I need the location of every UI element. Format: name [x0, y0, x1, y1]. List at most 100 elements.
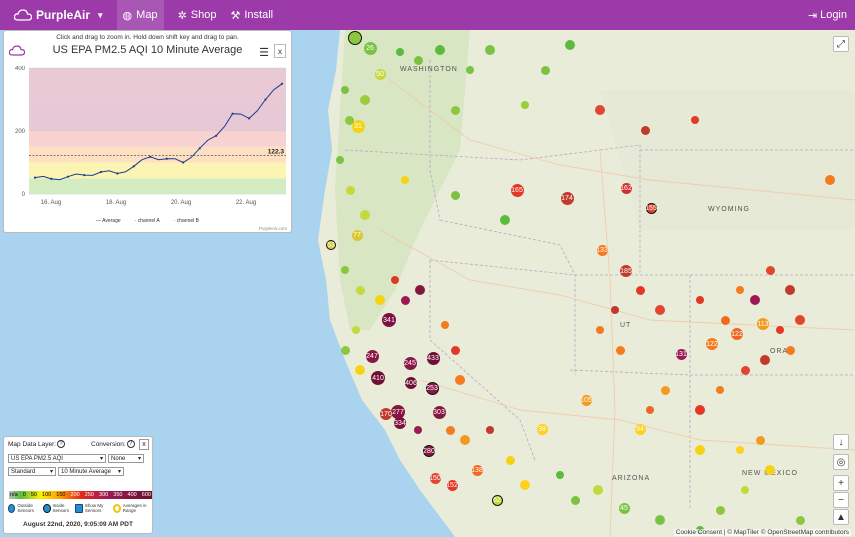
sensor-marker[interactable] [615, 345, 625, 355]
brand-logo[interactable]: PurpleAir ▾ [14, 8, 103, 22]
sensor-marker[interactable] [696, 296, 704, 304]
sensor-marker[interactable]: 50 [374, 68, 386, 80]
sensor-marker[interactable]: 174 [560, 191, 574, 205]
help-icon[interactable]: ? [57, 440, 66, 448]
sensor-marker[interactable] [360, 210, 370, 220]
sensor-marker[interactable] [466, 66, 474, 74]
legend-channel-b[interactable]: · channel B [173, 218, 199, 224]
sensor-marker[interactable]: 406 [405, 377, 417, 389]
sensor-marker[interactable]: 38 [536, 423, 548, 435]
legend-average[interactable]: — Average [95, 218, 121, 224]
sensor-marker[interactable] [795, 315, 805, 325]
sensor-marker[interactable] [785, 345, 795, 355]
sensor-marker[interactable]: 170 [380, 408, 392, 420]
sensor-marker[interactable]: 152 [446, 479, 458, 491]
sensor-marker[interactable] [348, 31, 362, 45]
hamburger-menu-icon[interactable]: ☰ [259, 47, 269, 59]
legend-channel-a[interactable]: · channel A [134, 218, 160, 224]
average-series-point[interactable] [83, 174, 86, 177]
sensor-marker[interactable] [715, 505, 725, 515]
sensor-marker[interactable]: 165 [510, 183, 524, 197]
style-select[interactable]: Standard ▾ [8, 467, 56, 476]
sensor-marker[interactable] [660, 385, 670, 395]
average-series-point[interactable] [50, 177, 53, 180]
sensor-marker[interactable]: 31 [351, 119, 365, 133]
sensor-marker[interactable] [375, 295, 385, 305]
sensor-marker[interactable]: 280 [423, 445, 435, 457]
map-attribution[interactable]: Cookie Consent | © MapTiler © OpenStreet… [673, 529, 851, 536]
sensor-marker[interactable] [640, 125, 650, 135]
average-series-point[interactable] [182, 161, 185, 164]
nav-map[interactable]: ◍ Map [116, 0, 164, 30]
sensor-marker[interactable] [635, 285, 645, 295]
sensor-marker[interactable] [765, 265, 775, 275]
average-series-point[interactable] [99, 170, 102, 174]
average-series-point[interactable] [264, 98, 267, 101]
average-series-point[interactable] [149, 155, 152, 158]
sensor-marker[interactable] [795, 515, 805, 525]
sensor-marker[interactable]: 253 [425, 381, 439, 395]
sensor-marker[interactable]: 138 [471, 464, 483, 476]
sensor-marker[interactable]: 94 [634, 423, 646, 435]
sensor-marker[interactable]: 410 [371, 371, 385, 385]
average-series-point[interactable] [116, 172, 119, 175]
sensor-marker[interactable] [505, 455, 515, 465]
chart-close-button[interactable]: x [274, 44, 286, 58]
sensor-marker[interactable] [521, 101, 529, 109]
sensor-marker[interactable] [565, 40, 575, 50]
sensor-marker[interactable] [695, 405, 705, 415]
sensor-marker[interactable]: 131 [675, 348, 687, 360]
sensor-marker[interactable] [352, 326, 360, 334]
sensor-marker[interactable]: 62 [491, 494, 503, 506]
sensor-marker[interactable] [414, 426, 422, 434]
average-series-point[interactable] [132, 165, 135, 168]
sensor-marker[interactable] [720, 315, 730, 325]
nav-install[interactable]: ⚒ Install [230, 9, 273, 22]
sensor-marker[interactable] [765, 465, 775, 475]
sensor-marker[interactable]: 245 [403, 356, 417, 370]
sensor-marker[interactable] [655, 305, 665, 315]
aqi-line-chart[interactable]: 0 200 400 16. Aug 18. Aug 20. Aug 22. Aug 122.3 [4, 66, 291, 216]
sensor-marker[interactable] [611, 306, 619, 314]
sensor-marker[interactable] [500, 215, 510, 225]
sensor-marker[interactable] [455, 375, 465, 385]
sensor-marker[interactable]: 334 [394, 417, 406, 429]
average-series-point[interactable] [165, 157, 168, 160]
sensor-marker[interactable]: 53 [326, 240, 336, 250]
sensor-marker[interactable] [825, 175, 835, 185]
sensor-marker[interactable] [445, 425, 455, 435]
reset-north-button[interactable]: ▲ [833, 509, 849, 525]
average-series-point[interactable] [66, 175, 70, 178]
layer-select[interactable]: US EPA PM2.5 AQI ▾ [8, 454, 106, 463]
sensor-marker[interactable] [413, 55, 423, 65]
sensor-marker[interactable] [400, 295, 410, 305]
fullscreen-button[interactable]: ⤢ [833, 36, 849, 52]
locate-button[interactable]: ◎ [833, 454, 849, 470]
sensor-marker[interactable]: 433 [426, 351, 440, 365]
sensor-marker[interactable] [336, 156, 344, 164]
average-select[interactable]: 10 Minute Average ▾ [58, 467, 124, 476]
sensor-marker[interactable] [341, 266, 349, 274]
sensor-marker[interactable] [441, 321, 449, 329]
average-series-point[interactable] [231, 112, 234, 115]
sensor-marker[interactable] [655, 515, 665, 525]
layer-panel-close-button[interactable]: x [139, 439, 149, 450]
sensor-marker[interactable] [486, 426, 494, 434]
conversion-select[interactable]: None ▾ [108, 454, 144, 463]
sensor-marker[interactable] [341, 86, 349, 94]
average-series-point[interactable] [198, 147, 201, 150]
sensor-marker[interactable] [540, 65, 550, 75]
inside-sensors-toggle[interactable]: Inside Sensors [43, 503, 75, 513]
sensor-marker[interactable]: 150 [429, 472, 441, 484]
average-series-point[interactable] [280, 82, 284, 85]
sensor-marker[interactable] [755, 435, 765, 445]
sensor-marker[interactable]: 77 [351, 229, 363, 241]
sensor-marker[interactable] [785, 285, 795, 295]
sensor-marker[interactable] [520, 480, 530, 490]
sensor-marker[interactable]: 185 [620, 265, 632, 277]
sensor-marker[interactable]: 26 [363, 41, 377, 55]
sensor-marker[interactable] [716, 386, 724, 394]
sensor-marker[interactable]: 303 [432, 405, 446, 419]
sensor-marker[interactable] [415, 285, 425, 295]
chevron-down-icon[interactable]: ▾ [98, 9, 103, 20]
